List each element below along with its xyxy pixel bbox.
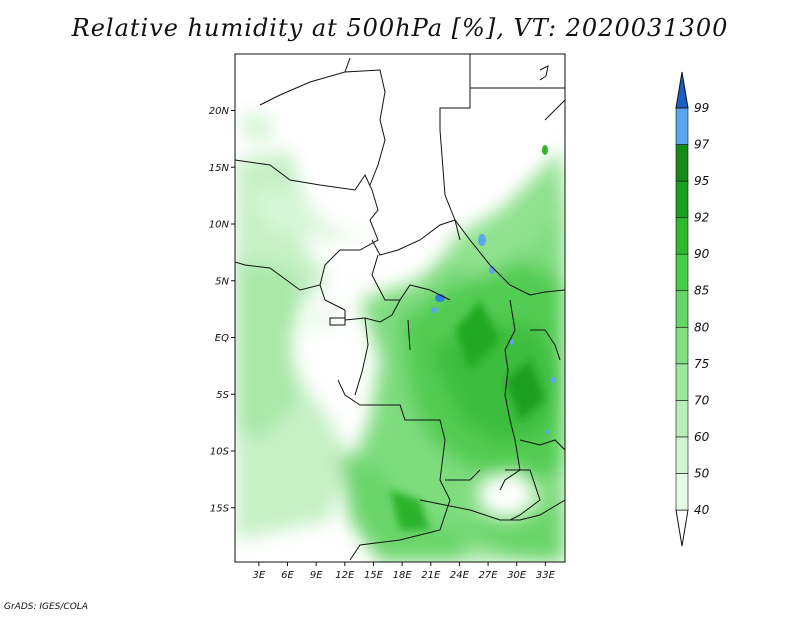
lat-tick-label: 5S [216, 390, 229, 401]
colorbar: 40 50 60 70 75 80 85 90 92 95 97 99 [675, 71, 710, 547]
lat-tick-label: 20N [209, 106, 230, 117]
lon-tick-label: 27E [479, 570, 499, 581]
colorbar-label: 75 [694, 357, 709, 371]
lat-tick-label: 15N [209, 163, 230, 174]
colorbar-label: 80 [694, 320, 710, 334]
colorbar-segment [675, 290, 689, 328]
colorbar-segment [675, 107, 689, 145]
colorbar-label: 95 [694, 174, 709, 188]
colorbar-segment [675, 473, 689, 511]
colorbar-low-arrow [675, 509, 689, 547]
colorbar-segment [675, 436, 689, 474]
colorbar-segment [675, 326, 689, 365]
country-borders [235, 54, 565, 561]
colorbar-segment [675, 217, 689, 255]
latitude-axis: 20N 15N 10N 5N EQ 5S 10S 15S [209, 106, 235, 514]
lat-tick-label: 15S [210, 503, 230, 514]
longitude-axis: 3E 6E 9E 12E 15E 18E 21E 24E 27E 30E 33E [253, 562, 556, 581]
colorbar-label: 60 [694, 430, 710, 444]
lat-tick-label: EQ [215, 333, 229, 344]
lon-tick-label: 3E [253, 570, 266, 581]
lat-tick-label: 5N [215, 276, 229, 287]
humidity-field [235, 54, 565, 562]
lon-tick-label: 21E [421, 570, 441, 581]
colorbar-label: 50 [694, 466, 710, 480]
lat-tick-label: 10N [209, 220, 230, 231]
colorbar-high-arrow [675, 71, 689, 109]
colorbar-label: 40 [694, 503, 710, 517]
lat-tick-label: 10S [210, 447, 230, 458]
colorbar-label: 92 [694, 211, 709, 225]
credit-text: GrADS: IGES/COLA [4, 602, 88, 612]
colorbar-segment [675, 180, 689, 218]
colorbar-segment [675, 363, 689, 401]
lon-tick-label: 24E [450, 570, 470, 581]
colorbar-segment [675, 400, 689, 438]
chart-title: Relative humidity at 500hPa [%], VT: 202… [71, 14, 729, 42]
colorbar-label: 70 [694, 393, 710, 407]
colorbar-label: 99 [694, 101, 709, 115]
lon-tick-label: 15E [364, 570, 384, 581]
colorbar-label: 85 [694, 284, 709, 298]
lon-tick-label: 18E [393, 570, 413, 581]
lon-tick-label: 9E [310, 570, 323, 581]
colorbar-label: 97 [694, 138, 710, 152]
colorbar-segment [675, 144, 689, 182]
lon-tick-label: 33E [536, 570, 556, 581]
colorbar-segment [675, 253, 689, 292]
map-frame [234, 53, 566, 563]
lon-tick-label: 12E [335, 570, 355, 581]
colorbar-label: 90 [694, 247, 710, 261]
lon-tick-label: 30E [507, 570, 527, 581]
lon-tick-label: 6E [281, 570, 294, 581]
